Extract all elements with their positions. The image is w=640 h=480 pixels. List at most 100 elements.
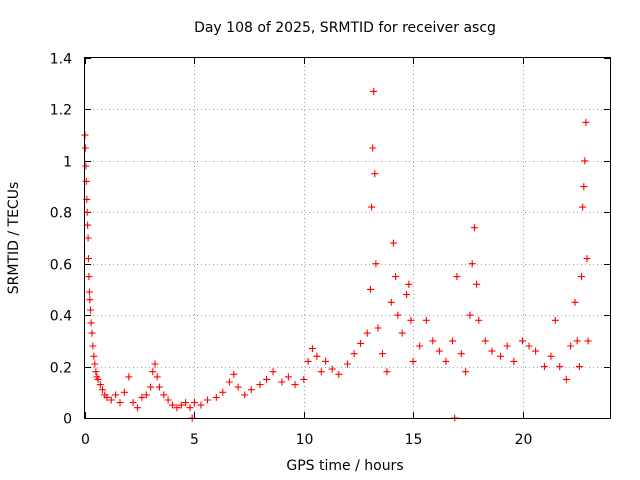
data-point [328,365,336,373]
data-point [155,383,163,391]
y-axis-label: SRMTID / TECUs [6,182,22,295]
data-point [383,368,391,376]
data-point [85,288,93,296]
data-point [540,363,548,371]
grid-lines [85,58,610,418]
data-point [164,396,172,404]
data-point [116,399,124,407]
data-point [225,378,233,386]
data-point [107,396,115,404]
data-point [394,311,402,319]
data-point [567,342,575,350]
data-point [562,375,570,383]
data-point [405,280,413,288]
x-tick-label: 20 [515,432,533,448]
data-point [435,347,443,355]
data-point [247,386,255,394]
data-point [99,386,106,394]
data-point [387,298,395,306]
data-point [169,401,176,409]
data-point [372,260,380,268]
data-point [81,144,89,152]
y-tick-label: 0.2 [50,361,72,377]
data-point [573,337,581,345]
data-point [160,391,168,399]
data-point [263,375,271,383]
data-point [90,352,98,360]
y-tick-label: 1.2 [50,103,72,119]
data-point [177,401,185,409]
data-point [581,157,589,165]
data-point [112,391,120,399]
data-point [309,345,316,353]
chart-title: Day 108 of 2025, SRMTID for receiver asc… [194,20,496,36]
data-point [147,383,155,391]
data-point [357,339,365,347]
data-point [234,383,242,391]
x-tick-label: 5 [190,432,199,448]
data-point [84,221,92,229]
data-point [182,399,190,407]
data-point [578,273,586,281]
data-point [256,381,264,389]
data-point [350,350,358,358]
data-point [503,342,511,350]
data-point [473,280,481,288]
data-point [84,234,92,242]
data-point [475,316,483,324]
data-point [269,368,277,376]
data-point [409,357,417,365]
data-point [392,273,400,281]
data-point [313,352,321,360]
data-series-srmtid [81,87,592,422]
data-point [369,144,377,152]
data-point [442,357,450,365]
x-tick-label: 15 [405,432,423,448]
data-point [580,183,588,191]
data-point [317,368,325,376]
data-point [335,370,343,378]
data-point [173,404,181,412]
data-point [300,375,308,383]
tick-labels: 0 0.2 0.4 0.6 0.8 1 1.2 1.4 0 5 10 15 20 [50,52,533,449]
x-tick-label: 10 [296,432,314,448]
data-point [481,337,489,345]
data-point [212,393,220,401]
data-point [138,393,146,401]
data-point [278,378,286,386]
y-tick-label: 0.4 [50,309,72,325]
data-point [142,391,150,399]
data-point [398,329,406,337]
data-point [556,363,564,371]
data-point [190,399,198,407]
y-tick-label: 0.6 [50,258,72,274]
data-point [525,342,533,350]
data-point [462,368,470,376]
data-point [230,370,238,378]
data-point [85,255,92,263]
data-point [510,357,518,365]
data-point [532,347,540,355]
data-point [470,224,478,232]
data-point [403,291,411,299]
data-point [92,368,100,376]
data-point [134,404,141,412]
data-point [322,357,330,365]
data-point [88,329,96,337]
data-point [120,388,128,396]
data-point [468,260,476,268]
data-point [547,352,555,360]
data-point [284,373,292,381]
data-point [582,118,590,126]
data-point [241,391,249,399]
data-point [449,337,456,345]
data-point [204,396,211,404]
y-tick-label: 1.4 [50,52,72,68]
data-point [363,329,371,337]
data-point [89,342,97,350]
data-point [344,360,351,368]
data-point [85,273,93,281]
data-point [422,316,430,324]
data-point [497,352,505,360]
